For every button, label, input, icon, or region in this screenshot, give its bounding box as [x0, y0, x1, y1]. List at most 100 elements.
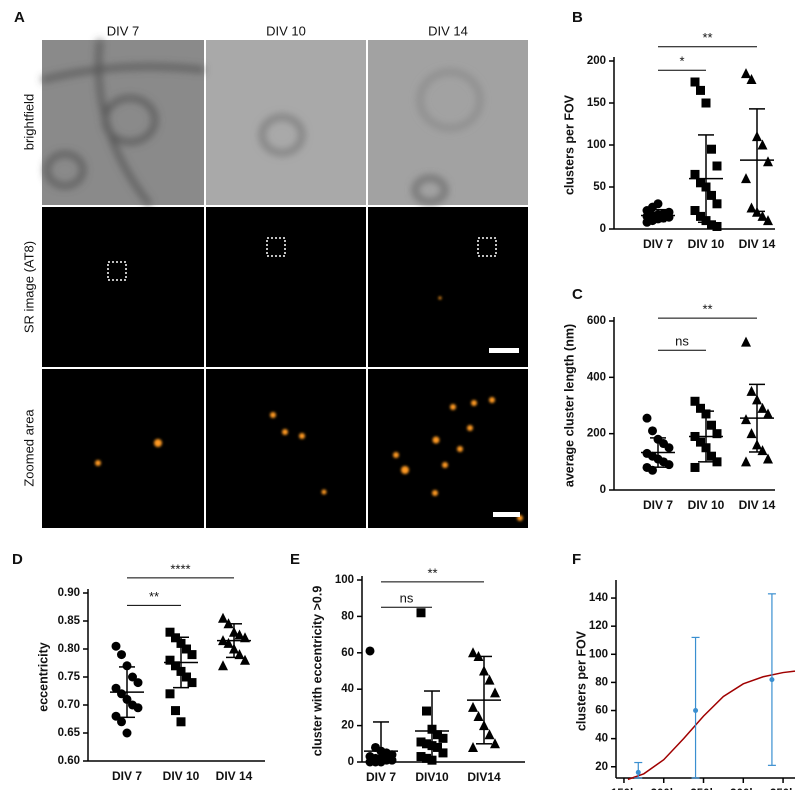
point [165, 689, 175, 699]
point [468, 741, 478, 752]
y-tick-label: 100 [587, 139, 606, 151]
point [171, 706, 180, 716]
point [490, 687, 500, 698]
y-tick-label: 140 [589, 592, 608, 604]
point [111, 641, 121, 651]
point [746, 202, 757, 213]
point [712, 429, 722, 439]
significance-label: ns [675, 334, 689, 349]
point [473, 711, 484, 721]
point [122, 728, 132, 738]
y-tick-label: 0 [600, 223, 606, 235]
point [187, 650, 197, 660]
point [234, 629, 245, 640]
point [422, 706, 431, 716]
panel-a-images [41, 39, 528, 528]
panel-label: B [572, 9, 583, 26]
point [133, 678, 143, 688]
point [438, 748, 448, 758]
point [133, 703, 143, 713]
point [707, 144, 716, 154]
y-tick-label: 20 [595, 761, 608, 773]
point [763, 215, 773, 226]
point [240, 632, 250, 643]
point [422, 739, 431, 749]
y-tick-label: 40 [595, 733, 608, 745]
point [416, 752, 426, 762]
point [218, 660, 228, 671]
point [635, 769, 641, 775]
point [690, 206, 700, 216]
point [176, 717, 186, 727]
point [240, 654, 250, 665]
y-tick-label: 0 [348, 756, 354, 768]
column-label: DIV 10 [266, 23, 306, 38]
x-tick-label: 150h [611, 788, 637, 790]
point [763, 453, 773, 464]
x-tick-label: DIV 14 [739, 498, 776, 512]
x-tick-label: DIV 10 [688, 498, 725, 512]
y-tick-label: 100 [335, 574, 354, 586]
y-tick-label: 80 [341, 610, 354, 622]
point [741, 68, 751, 79]
point [490, 738, 500, 749]
significance-label: ** [702, 302, 712, 317]
y-tick-label: 400 [587, 371, 606, 383]
point [712, 199, 722, 209]
point [416, 608, 426, 618]
panel-label: A [14, 9, 25, 26]
y-axis-label: cluster with eccentricity >0.9 [310, 586, 324, 757]
point [365, 646, 375, 656]
y-tick-label: 0.85 [58, 615, 81, 627]
panel-label: C [572, 286, 583, 303]
point [111, 711, 121, 721]
column-label: DIV 7 [107, 23, 140, 38]
y-tick-label: 150 [587, 97, 606, 109]
point [741, 173, 751, 184]
point [707, 451, 716, 461]
point [707, 420, 716, 430]
point [117, 717, 126, 727]
y-tick-label: 600 [587, 315, 606, 327]
point [757, 402, 768, 413]
row-label: SR image (AT8) [21, 241, 36, 333]
point [165, 627, 175, 637]
point [648, 465, 657, 475]
row-label: brightfield [21, 94, 36, 150]
point [642, 413, 652, 423]
point [653, 199, 663, 209]
point [763, 156, 773, 167]
point [690, 462, 700, 472]
point [433, 730, 442, 740]
point [693, 708, 699, 714]
point [746, 385, 757, 396]
point [484, 729, 495, 740]
point [696, 178, 705, 188]
significance-label: **** [170, 561, 190, 576]
point [757, 210, 768, 221]
y-tick-label: 20 [341, 720, 354, 732]
x-tick-label: DIV 14 [216, 769, 253, 783]
point [165, 655, 175, 665]
point [182, 644, 191, 654]
point [664, 207, 674, 217]
point [484, 674, 495, 685]
x-tick-label: DIV14 [467, 770, 501, 784]
point [712, 161, 722, 171]
y-tick-label: 0.65 [58, 727, 81, 739]
point [468, 647, 478, 658]
point [746, 428, 757, 439]
y-tick-label: 50 [593, 181, 606, 193]
row-label: Zoomed area [21, 409, 36, 487]
point [746, 73, 757, 84]
point [234, 649, 245, 660]
x-tick-label: 250h [690, 788, 716, 790]
point [122, 661, 132, 671]
point [712, 221, 722, 231]
point [171, 661, 180, 671]
point [690, 396, 700, 406]
point [187, 678, 197, 688]
point [433, 742, 442, 752]
point [707, 220, 716, 230]
